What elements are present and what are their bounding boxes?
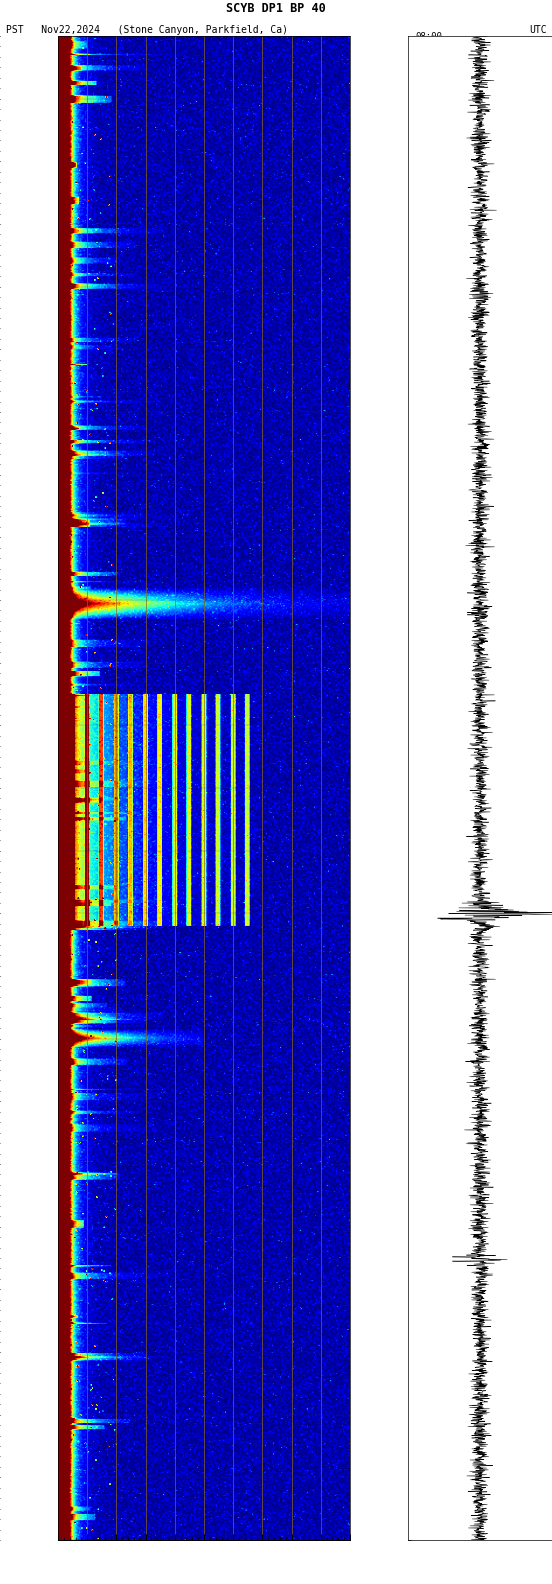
Text: UTC: UTC (529, 25, 546, 35)
Text: SCYB DP1 BP 40: SCYB DP1 BP 40 (226, 2, 326, 14)
Text: PST   Nov22,2024   (Stone Canyon, Parkfield, Ca): PST Nov22,2024 (Stone Canyon, Parkfield,… (6, 25, 288, 35)
